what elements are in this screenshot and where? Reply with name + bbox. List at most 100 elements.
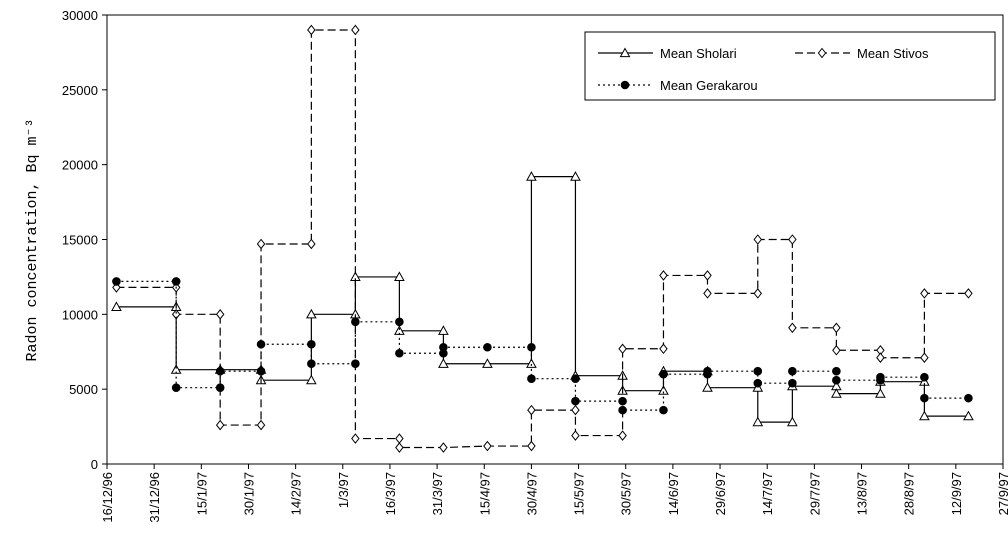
marker (570, 171, 581, 181)
legend-box (584, 31, 996, 101)
marker (919, 410, 930, 421)
marker (571, 396, 580, 406)
marker (527, 404, 536, 416)
x-tick-label: 30/4/97 (524, 472, 539, 515)
marker (703, 366, 712, 376)
marker (831, 388, 842, 398)
marker (527, 374, 536, 383)
marker (964, 393, 973, 403)
marker (571, 430, 580, 441)
marker (832, 366, 841, 376)
marker (112, 277, 121, 286)
x-tick-label: 27/9/97 (996, 472, 1008, 515)
marker (875, 388, 886, 398)
x-tick-label: 12/9/97 (949, 472, 964, 515)
y-tick-label: 15000 (62, 233, 98, 248)
marker (920, 288, 929, 299)
x-tick-label: 31/12/96 (147, 472, 162, 523)
marker (832, 344, 841, 356)
series-line (116, 176, 969, 423)
marker (438, 358, 449, 368)
marker (351, 24, 360, 36)
marker (659, 405, 668, 415)
marker (526, 358, 537, 368)
marker (351, 359, 360, 369)
y-tick-label: 20000 (62, 158, 98, 173)
marker (659, 369, 668, 379)
x-tick-label: 16/3/97 (383, 472, 398, 515)
marker (306, 308, 317, 319)
marker (703, 270, 712, 281)
y-axis-title: Radon concentration, Bq m⁻³ (24, 118, 41, 361)
marker (395, 317, 404, 327)
marker (753, 234, 763, 245)
marker (753, 366, 763, 376)
marker (618, 430, 627, 441)
marker (920, 393, 929, 403)
legend-marker (817, 47, 827, 59)
marker (256, 419, 266, 431)
marker (351, 433, 360, 444)
y-tick-label: 25000 (62, 83, 98, 98)
x-tick-label: 14/2/97 (289, 472, 304, 515)
marker (171, 383, 181, 392)
marker (256, 238, 266, 250)
marker (307, 359, 316, 369)
marker (618, 343, 627, 355)
marker (788, 378, 797, 388)
series-line (116, 280, 969, 411)
marker (703, 288, 712, 299)
x-tick-label: 15/4/97 (477, 472, 492, 515)
marker (788, 234, 797, 245)
x-tick-label: 13/8/97 (855, 472, 870, 515)
x-tick-label: 28/8/97 (902, 472, 917, 515)
marker (483, 440, 492, 452)
marker (753, 378, 763, 388)
marker (111, 301, 122, 311)
legend-label: Mean Gerakarou (660, 78, 758, 93)
marker (439, 442, 448, 453)
marker (571, 374, 580, 383)
marker (618, 405, 627, 415)
x-tick-label: 14/6/97 (666, 472, 681, 515)
marker (215, 419, 225, 431)
marker (832, 375, 841, 385)
legend-label: Mean Stivos (857, 46, 929, 61)
x-tick-label: 30/1/97 (241, 472, 256, 515)
marker (571, 404, 580, 416)
marker (256, 366, 266, 376)
marker (439, 342, 448, 352)
x-tick-label: 14/7/97 (760, 472, 775, 515)
x-tick-label: 31/3/97 (430, 472, 445, 515)
marker (482, 358, 493, 368)
legend-label: Mean Sholari (660, 46, 737, 61)
x-tick-label: 29/7/97 (807, 472, 822, 515)
marker (395, 433, 404, 444)
marker (963, 410, 974, 421)
x-tick-label: 16/12/96 (100, 472, 115, 523)
marker (256, 339, 266, 349)
marker (659, 343, 668, 355)
x-tick-label: 29/6/97 (713, 472, 728, 515)
marker (618, 396, 627, 406)
marker (527, 440, 536, 452)
marker (788, 366, 797, 376)
x-tick-label: 1/3/97 (336, 472, 351, 508)
legend-marker (620, 80, 630, 90)
marker (215, 383, 225, 392)
marker (920, 352, 929, 364)
legend-marker (619, 47, 631, 58)
x-tick-label: 30/5/97 (619, 472, 634, 515)
marker (702, 382, 713, 392)
x-tick-label: 15/1/97 (194, 472, 209, 515)
marker (395, 348, 404, 358)
marker (351, 317, 360, 327)
marker (753, 288, 763, 299)
marker (964, 288, 973, 299)
marker (787, 416, 798, 427)
marker (306, 374, 317, 385)
marker (307, 238, 316, 250)
marker (788, 322, 797, 334)
marker (658, 385, 669, 395)
